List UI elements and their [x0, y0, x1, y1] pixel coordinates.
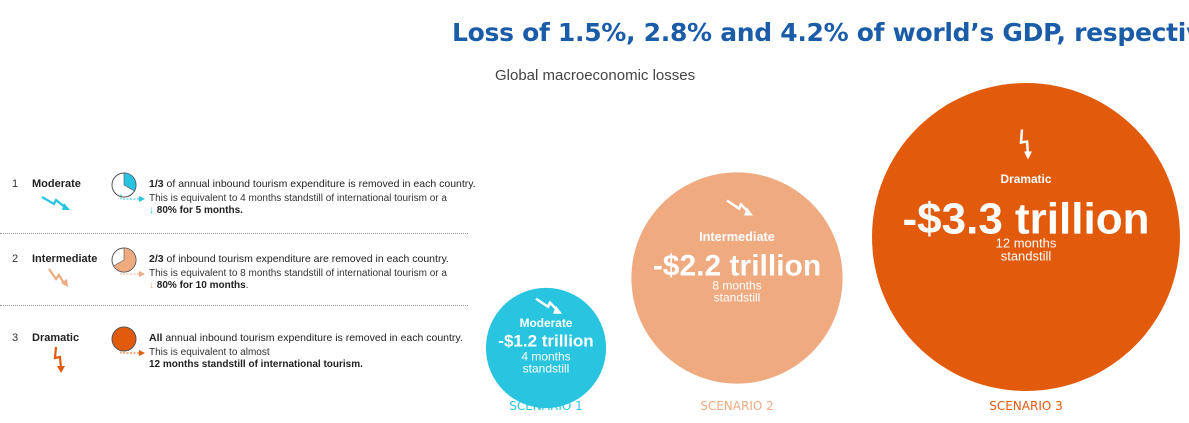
bubble-value-label: -$1.2 trillion	[498, 332, 593, 351]
pie-icon	[111, 247, 137, 273]
trend-down-icon	[535, 297, 562, 314]
pie-icon	[111, 326, 137, 352]
scenario-axis-label: SCENARIO 3	[989, 399, 1063, 413]
trend-down-icon	[48, 268, 68, 287]
scenario-number: 3	[12, 332, 19, 344]
scenario-description: All annual inbound tourism expenditure i…	[149, 332, 463, 344]
scenario-row-3: 3 Dramatic All annual inbound tourism ex…	[0, 326, 480, 390]
scenario-name: Moderate	[32, 178, 81, 190]
scenario-name: Dramatic	[32, 332, 80, 344]
bubble-duration-label: 4 months	[521, 350, 570, 364]
scenario-name: Intermediate	[32, 253, 98, 265]
bubble-2	[631, 172, 843, 384]
hook-arrow-icon	[120, 269, 145, 277]
trend-down-icon	[41, 196, 70, 210]
bubble-duration-label: 8 months	[712, 279, 761, 293]
trend-down-icon	[1019, 129, 1032, 160]
hook-arrow-icon	[120, 348, 145, 356]
divider	[0, 305, 468, 306]
trend-down-icon	[53, 346, 65, 373]
bubble-value-label: -$2.2 trillion	[653, 250, 821, 283]
scenario-number: 2	[12, 253, 19, 265]
scenario-axis-label: SCENARIO 1	[509, 399, 583, 413]
scenario-row-2: 2 Intermediate 2/3 of inbound tourism ex…	[0, 247, 480, 311]
scenario-description: 1/3 of annual inbound tourism expenditur…	[149, 178, 476, 190]
bubble-3	[872, 83, 1180, 391]
bubble-duration-label: standstill	[714, 291, 761, 305]
scenario-row-1: 1 Moderate 1/3 of annual inbound tourism…	[0, 172, 480, 236]
scenario-number: 1	[12, 178, 19, 190]
chart-subtitle: Global macroeconomic losses	[495, 67, 696, 84]
pie-icon	[111, 172, 137, 198]
trend-down-icon	[726, 199, 753, 216]
bubble-scenario-label: Dramatic	[1001, 172, 1052, 186]
scenario-axis-label: SCENARIO 2	[700, 399, 774, 413]
bubble-value-label: -$3.3 trillion	[903, 195, 1150, 244]
divider	[0, 233, 468, 234]
bubble-1	[485, 287, 607, 409]
bubble-duration-label: standstill	[523, 362, 570, 376]
bubble-scenario-label: Intermediate	[699, 229, 775, 244]
headline: Loss of 1.5%, 2.8% and 4.2% of world’s G…	[452, 18, 1189, 47]
scenario-equivalence: This is equivalent to almost 12 months st…	[149, 347, 363, 370]
hook-arrow-icon	[120, 194, 145, 202]
scenario-equivalence: This is equivalent to 4 months standstil…	[149, 193, 447, 216]
bubble-duration-label: standstill	[1001, 249, 1052, 264]
bubble-scenario-label: Moderate	[520, 316, 573, 330]
scenario-description: 2/3 of inbound tourism expenditure are r…	[149, 253, 449, 265]
bubble-duration-label: 12 months	[996, 236, 1057, 251]
scenario-equivalence: This is equivalent to 8 months standstil…	[149, 268, 447, 291]
